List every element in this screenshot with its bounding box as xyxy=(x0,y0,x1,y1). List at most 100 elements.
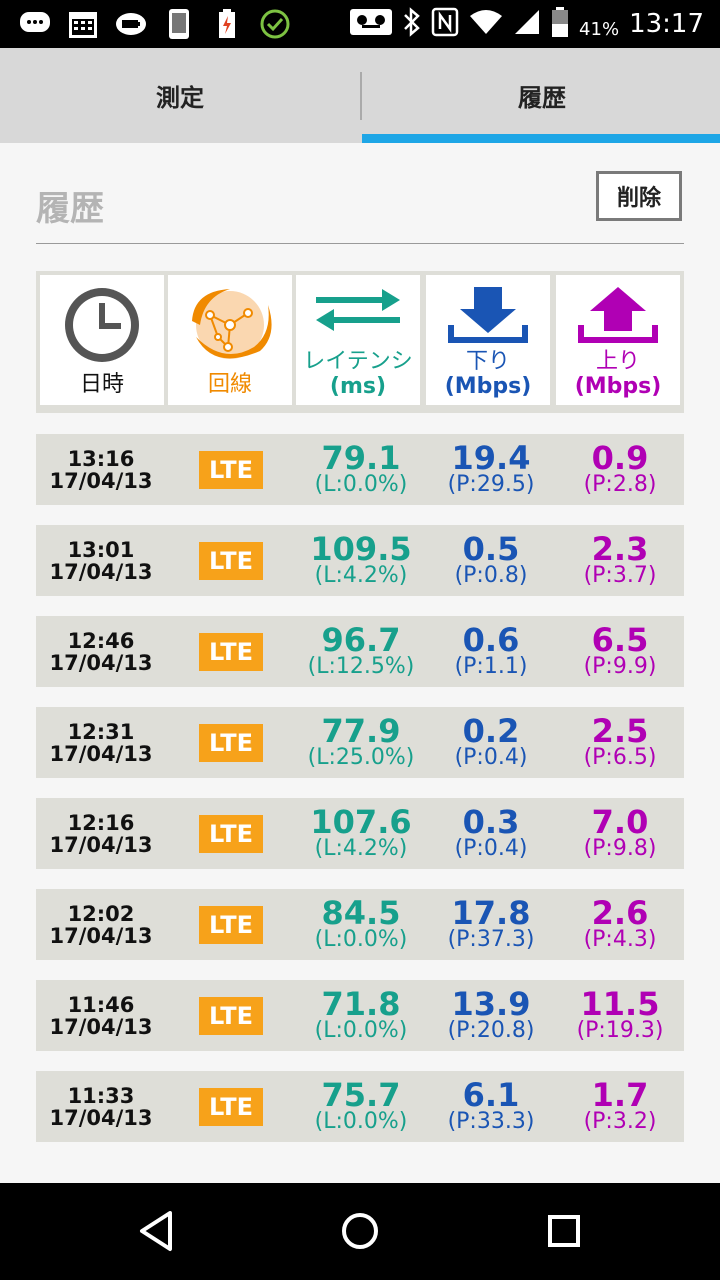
upload-value: 11.5 xyxy=(580,984,660,1023)
clock-time: 13:17 xyxy=(629,9,704,39)
latency-value: 77.9 xyxy=(321,711,401,750)
row-download: 17.8 (P:37.3) xyxy=(426,889,556,960)
upload-value: 2.3 xyxy=(591,529,649,568)
row-datetime: 12:02 17/04/13 xyxy=(36,889,166,960)
history-row[interactable]: 11:33 17/04/13 LTE 75.7 (L:0.0%) 6.1 (P:33.… xyxy=(36,1071,684,1142)
row-download: 0.5 (P:0.8) xyxy=(426,525,556,596)
active-tab-indicator xyxy=(362,134,720,143)
lte-badge: LTE xyxy=(199,632,263,671)
tab-divider xyxy=(360,72,362,120)
download-peak: (P:0.4) xyxy=(454,744,528,770)
back-button[interactable] xyxy=(126,1201,186,1261)
row-upload: 11.5 (P:19.3) xyxy=(556,980,684,1051)
header-latency[interactable]: レイテンシ (ms) xyxy=(296,275,420,405)
upload-icon xyxy=(578,287,658,343)
row-datetime: 13:16 17/04/13 xyxy=(36,434,166,505)
home-button[interactable] xyxy=(330,1201,390,1261)
row-datetime: 12:31 17/04/13 xyxy=(36,707,166,778)
history-row[interactable]: 12:16 17/04/13 LTE 107.6 (L:4.2%) 0.3 (P:0.… xyxy=(36,798,684,869)
row-line: LTE xyxy=(166,525,296,596)
row-date: 17/04/13 xyxy=(49,741,153,766)
lte-badge: LTE xyxy=(199,723,263,762)
tab-measure[interactable]: 測定 xyxy=(156,84,204,112)
row-upload: 1.7 (P:3.2) xyxy=(556,1071,684,1142)
header-label: 回線 xyxy=(207,372,252,397)
history-row[interactable]: 11:46 17/04/13 LTE 71.8 (L:0.0%) 13.9 (P:20… xyxy=(36,980,684,1051)
row-time: 12:46 xyxy=(67,628,135,653)
upload-value: 7.0 xyxy=(591,802,649,841)
latency-value: 96.7 xyxy=(321,620,401,659)
header-upload[interactable]: 上り (Mbps) xyxy=(556,275,680,405)
upload-value: 2.6 xyxy=(591,893,649,932)
row-latency: 84.5 (L:0.0%) xyxy=(296,889,426,960)
loss-value: (L:4.2%) xyxy=(314,835,408,861)
recents-button[interactable] xyxy=(534,1201,594,1261)
latency-value: 75.7 xyxy=(321,1075,401,1114)
battery-percent: 41% xyxy=(579,18,620,40)
row-line: LTE xyxy=(166,616,296,687)
row-download: 6.1 (P:33.3) xyxy=(426,1071,556,1142)
nfc-icon xyxy=(431,7,459,41)
row-latency: 79.1 (L:0.0%) xyxy=(296,434,426,505)
tab-history[interactable]: 履歴 xyxy=(518,84,566,112)
row-time: 13:01 xyxy=(67,537,135,562)
history-row[interactable]: 12:02 17/04/13 LTE 84.5 (L:0.0%) 17.8 (P:37… xyxy=(36,889,684,960)
history-row[interactable]: 13:16 17/04/13 LTE 79.1 (L:0.0%) 19.4 (P:29… xyxy=(36,434,684,505)
clock-icon xyxy=(65,288,139,362)
battery-alert-icon xyxy=(210,7,244,41)
row-upload: 2.6 (P:4.3) xyxy=(556,889,684,960)
upload-value: 2.5 xyxy=(591,711,649,750)
download-peak: (P:37.3) xyxy=(447,926,535,952)
delete-button[interactable]: 削除 xyxy=(596,171,682,221)
messages-icon xyxy=(18,7,52,41)
signal-icon xyxy=(513,8,541,40)
upload-peak: (P:3.7) xyxy=(583,562,657,588)
row-line: LTE xyxy=(166,434,296,505)
row-line: LTE xyxy=(166,980,296,1051)
header-line[interactable]: 回線 xyxy=(168,275,292,405)
row-date: 17/04/13 xyxy=(49,832,153,857)
download-value: 0.5 xyxy=(462,529,520,568)
navigation-bar xyxy=(0,1183,720,1280)
row-latency: 96.7 (L:12.5%) xyxy=(296,616,426,687)
row-line: LTE xyxy=(166,707,296,778)
header-label: レイテンシ xyxy=(303,349,413,374)
latency-arrows-icon xyxy=(316,289,400,331)
row-date: 17/04/13 xyxy=(49,1105,153,1130)
row-upload: 6.5 (P:9.9) xyxy=(556,616,684,687)
upload-value: 0.9 xyxy=(591,438,649,477)
row-datetime: 13:01 17/04/13 xyxy=(36,525,166,596)
header-label: 日時 xyxy=(79,372,124,397)
upload-peak: (P:19.3) xyxy=(576,1017,664,1043)
download-icon xyxy=(448,287,528,343)
upload-peak: (P:9.8) xyxy=(583,835,657,861)
history-row[interactable]: 12:31 17/04/13 LTE 77.9 (L:25.0%) 0.2 (P:0.… xyxy=(36,707,684,778)
table-header: 日時 回線 レイテンシ (ms) 下り xyxy=(36,271,684,413)
upload-peak: (P:4.3) xyxy=(583,926,657,952)
download-value: 13.9 xyxy=(451,984,531,1023)
download-value: 0.6 xyxy=(462,620,520,659)
loss-value: (L:4.2%) xyxy=(314,562,408,588)
loss-value: (L:12.5%) xyxy=(307,653,415,679)
lte-badge: LTE xyxy=(199,450,263,489)
title-divider xyxy=(36,243,684,244)
row-upload: 7.0 (P:9.8) xyxy=(556,798,684,869)
row-date: 17/04/13 xyxy=(49,559,153,584)
history-row[interactable]: 13:01 17/04/13 LTE 109.5 (L:4.2%) 0.5 (P:0.… xyxy=(36,525,684,596)
battery-saver-icon xyxy=(114,7,148,41)
row-time: 11:33 xyxy=(67,1083,135,1108)
header-datetime[interactable]: 日時 xyxy=(40,275,164,405)
download-peak: (P:29.5) xyxy=(447,471,535,497)
row-upload: 2.5 (P:6.5) xyxy=(556,707,684,778)
history-row[interactable]: 12:46 17/04/13 LTE 96.7 (L:12.5%) 0.6 (P:1.… xyxy=(36,616,684,687)
download-peak: (P:0.4) xyxy=(454,835,528,861)
page-title: 履歴 xyxy=(36,189,104,229)
upload-peak: (P:3.2) xyxy=(583,1108,657,1134)
row-latency: 71.8 (L:0.0%) xyxy=(296,980,426,1051)
row-datetime: 12:16 17/04/13 xyxy=(36,798,166,869)
download-value: 6.1 xyxy=(462,1075,520,1114)
latency-value: 109.5 xyxy=(310,529,412,568)
row-date: 17/04/13 xyxy=(49,1014,153,1039)
header-download[interactable]: 下り (Mbps) xyxy=(426,275,550,405)
row-download: 0.2 (P:0.4) xyxy=(426,707,556,778)
